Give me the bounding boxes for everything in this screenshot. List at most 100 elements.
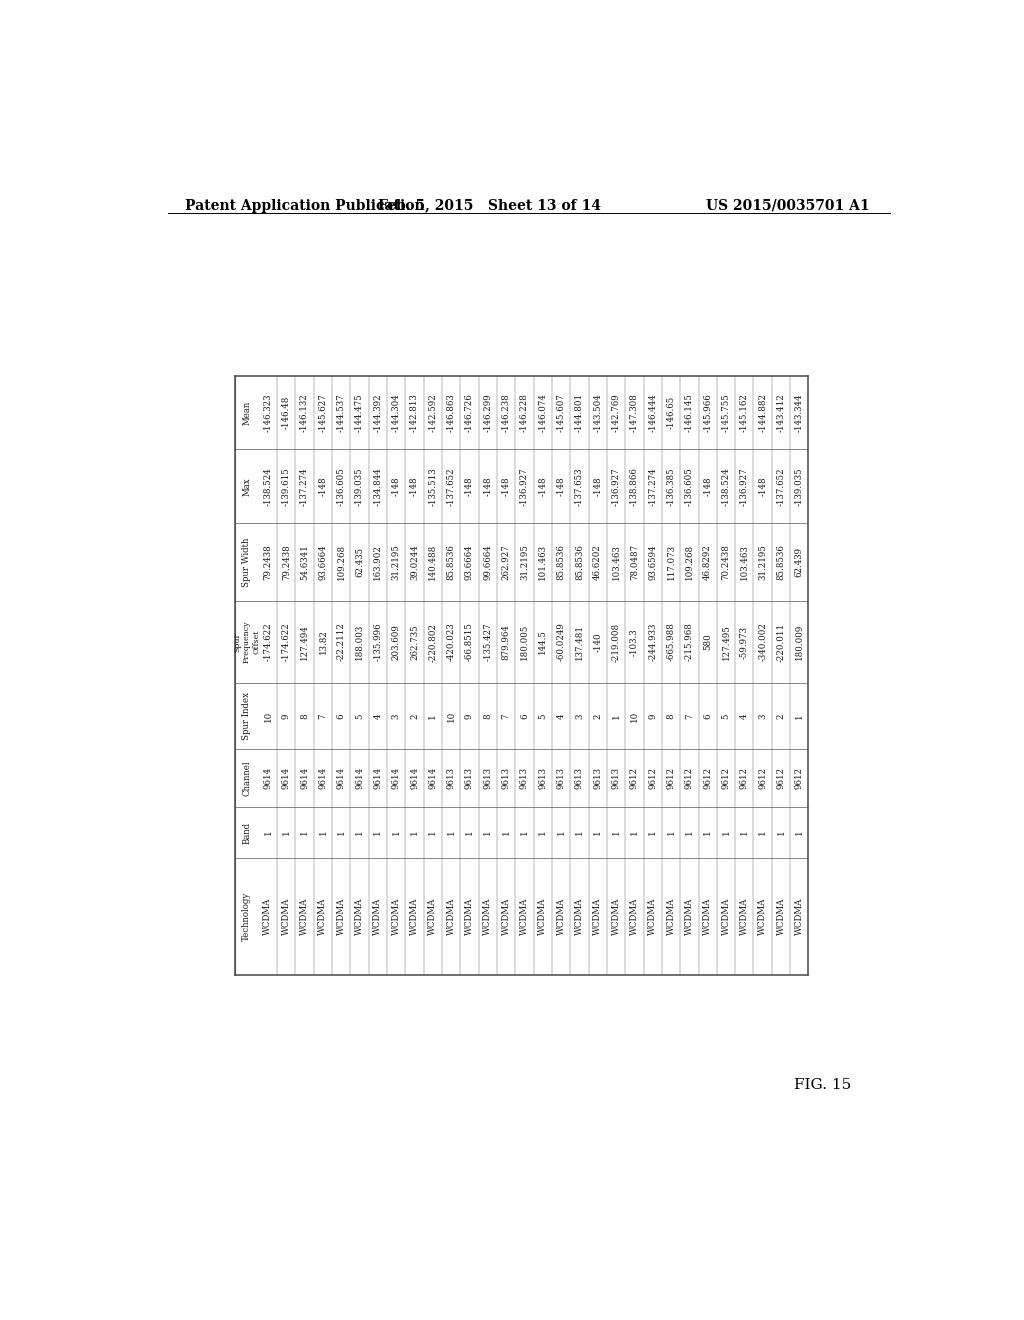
Text: WCDMA: WCDMA bbox=[318, 898, 328, 935]
Text: 7: 7 bbox=[685, 713, 694, 718]
Text: -174.622: -174.622 bbox=[282, 623, 291, 661]
Text: WCDMA: WCDMA bbox=[574, 898, 584, 935]
Text: 1: 1 bbox=[539, 830, 547, 836]
Text: 9612: 9612 bbox=[685, 767, 694, 789]
Text: 2: 2 bbox=[776, 713, 785, 718]
Text: 1: 1 bbox=[263, 830, 272, 836]
Text: 9: 9 bbox=[282, 713, 291, 718]
Text: -220.011: -220.011 bbox=[776, 623, 785, 661]
Text: -146.132: -146.132 bbox=[300, 393, 309, 432]
Text: -137.652: -137.652 bbox=[776, 467, 785, 506]
Text: WCDMA: WCDMA bbox=[739, 898, 749, 935]
Text: -142.592: -142.592 bbox=[428, 393, 437, 432]
Text: 103.463: 103.463 bbox=[611, 544, 621, 579]
Text: -144.537: -144.537 bbox=[337, 393, 346, 432]
Text: WCDMA: WCDMA bbox=[648, 898, 657, 935]
Text: -148: -148 bbox=[703, 477, 712, 496]
Text: -144.392: -144.392 bbox=[374, 393, 382, 432]
Text: -135.513: -135.513 bbox=[428, 467, 437, 506]
Text: 31.2195: 31.2195 bbox=[758, 544, 767, 581]
Text: -134.844: -134.844 bbox=[374, 467, 382, 506]
Text: -139.035: -139.035 bbox=[795, 467, 804, 506]
Text: 31.2195: 31.2195 bbox=[392, 544, 400, 581]
Text: 85.8536: 85.8536 bbox=[446, 544, 456, 581]
Text: 85.8536: 85.8536 bbox=[776, 544, 785, 581]
Text: -146.323: -146.323 bbox=[263, 393, 272, 432]
Text: -146.145: -146.145 bbox=[685, 393, 694, 432]
Text: WCDMA: WCDMA bbox=[593, 898, 602, 935]
Text: 109.268: 109.268 bbox=[685, 544, 694, 581]
Text: 262.927: 262.927 bbox=[502, 544, 511, 579]
Text: -420.023: -420.023 bbox=[446, 623, 456, 661]
Text: 9614: 9614 bbox=[374, 767, 382, 789]
Text: 127.494: 127.494 bbox=[300, 624, 309, 660]
Text: 9614: 9614 bbox=[392, 767, 400, 789]
Text: 1: 1 bbox=[428, 713, 437, 718]
Text: 9612: 9612 bbox=[630, 767, 639, 789]
Text: 9612: 9612 bbox=[703, 767, 712, 789]
Text: -147.308: -147.308 bbox=[630, 393, 639, 432]
Text: 9612: 9612 bbox=[722, 767, 730, 789]
Text: 9614: 9614 bbox=[300, 767, 309, 789]
Text: 9613: 9613 bbox=[557, 767, 565, 789]
Text: Max: Max bbox=[243, 477, 251, 496]
Text: 6: 6 bbox=[337, 713, 346, 718]
Text: 144.5: 144.5 bbox=[539, 630, 547, 655]
Text: WCDMA: WCDMA bbox=[355, 898, 365, 935]
Text: 188.003: 188.003 bbox=[355, 624, 365, 660]
Text: -136.605: -136.605 bbox=[685, 467, 694, 506]
Text: WCDMA: WCDMA bbox=[557, 898, 565, 935]
Text: -146.863: -146.863 bbox=[446, 393, 456, 432]
Text: 9613: 9613 bbox=[502, 767, 511, 789]
Text: 1: 1 bbox=[758, 830, 767, 836]
Text: -138.524: -138.524 bbox=[722, 467, 730, 506]
Text: WCDMA: WCDMA bbox=[795, 898, 804, 935]
Text: WCDMA: WCDMA bbox=[300, 898, 309, 935]
Text: WCDMA: WCDMA bbox=[337, 898, 346, 935]
Text: -144.475: -144.475 bbox=[355, 393, 365, 432]
Text: 79.2438: 79.2438 bbox=[263, 544, 272, 579]
Text: 9613: 9613 bbox=[611, 767, 621, 789]
Text: WCDMA: WCDMA bbox=[685, 898, 694, 935]
Text: -145.607: -145.607 bbox=[557, 393, 565, 432]
Text: 9614: 9614 bbox=[263, 767, 272, 789]
Text: 1: 1 bbox=[520, 830, 529, 836]
Text: 99.6664: 99.6664 bbox=[483, 544, 493, 579]
Text: 1: 1 bbox=[776, 830, 785, 836]
Text: 109.268: 109.268 bbox=[337, 544, 346, 581]
Text: 1: 1 bbox=[300, 830, 309, 836]
Text: -340.002: -340.002 bbox=[758, 623, 767, 661]
Text: Spur
Frequency
Offset: Spur Frequency Offset bbox=[233, 620, 260, 664]
Text: -143.504: -143.504 bbox=[593, 393, 602, 432]
Text: 180.005: 180.005 bbox=[520, 624, 529, 660]
Text: 9613: 9613 bbox=[446, 767, 456, 789]
Text: 1: 1 bbox=[739, 830, 749, 836]
Text: 117.073: 117.073 bbox=[667, 544, 676, 581]
Text: 13.82: 13.82 bbox=[318, 630, 328, 655]
Text: -136.605: -136.605 bbox=[337, 467, 346, 506]
Text: 9614: 9614 bbox=[410, 767, 419, 789]
Text: 6: 6 bbox=[703, 713, 712, 718]
Text: -148: -148 bbox=[392, 477, 400, 496]
Text: WCDMA: WCDMA bbox=[465, 898, 474, 935]
Text: 5: 5 bbox=[722, 713, 730, 718]
Text: -22.2112: -22.2112 bbox=[337, 623, 346, 661]
Text: -145.627: -145.627 bbox=[318, 393, 328, 432]
Text: -148: -148 bbox=[593, 477, 602, 496]
Text: WCDMA: WCDMA bbox=[722, 898, 730, 935]
Text: WCDMA: WCDMA bbox=[520, 898, 529, 935]
Text: -146.48: -146.48 bbox=[282, 396, 291, 429]
Text: 1: 1 bbox=[282, 830, 291, 836]
Text: 137.481: 137.481 bbox=[574, 624, 584, 660]
Text: 79.2438: 79.2438 bbox=[282, 544, 291, 579]
Text: WCDMA: WCDMA bbox=[502, 898, 511, 935]
Text: -103.3: -103.3 bbox=[630, 628, 639, 656]
Text: 9614: 9614 bbox=[337, 767, 346, 789]
Text: -215.968: -215.968 bbox=[685, 623, 694, 661]
Text: -142.813: -142.813 bbox=[410, 393, 419, 432]
Text: WCDMA: WCDMA bbox=[703, 898, 712, 935]
Text: -139.035: -139.035 bbox=[355, 467, 365, 506]
Text: 7: 7 bbox=[502, 713, 511, 718]
Text: -146.726: -146.726 bbox=[465, 393, 474, 432]
Text: 62.435: 62.435 bbox=[355, 548, 365, 577]
